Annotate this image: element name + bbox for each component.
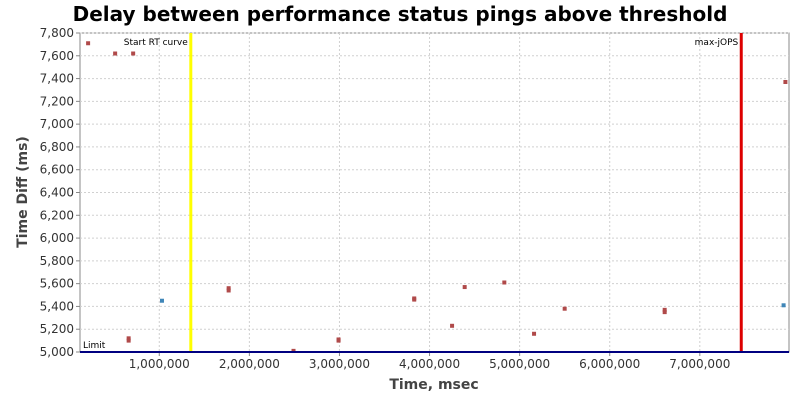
data-point (781, 303, 786, 308)
data-point (131, 51, 136, 56)
data-point (462, 285, 467, 290)
y-tick-label: 7,200 (40, 94, 74, 108)
data-point (226, 286, 231, 291)
y-tick-label: 7,800 (40, 26, 74, 40)
plot-area (79, 32, 790, 353)
data-point (412, 297, 417, 302)
x-tick-label: 7,000,000 (669, 357, 730, 371)
y-tick-label: 6,400 (40, 186, 74, 200)
data-point (783, 79, 788, 84)
y-tick-label: 6,200 (40, 208, 74, 222)
marker-label: Start RT curve (124, 38, 188, 48)
y-tick-label: 6,000 (40, 231, 74, 245)
data-point (86, 41, 91, 46)
limit-line-group: Limit (80, 341, 789, 353)
data-point (336, 338, 341, 343)
data-point (113, 51, 118, 56)
y-tick-label: 6,800 (40, 140, 74, 154)
y-tick-label: 5,800 (40, 254, 74, 268)
data-point (450, 323, 455, 328)
y-tick-label: 7,600 (40, 49, 74, 63)
data-point (126, 336, 131, 341)
y-tick-label: 5,400 (40, 299, 74, 313)
x-tick-label: 5,000,000 (489, 357, 550, 371)
y-tick-label: 6,600 (40, 163, 74, 177)
limit-label: Limit (83, 341, 106, 351)
data-point (562, 306, 567, 311)
data-point (502, 280, 507, 285)
y-tick-label: 5,000 (40, 345, 74, 359)
x-tick-label: 1,000,000 (129, 357, 190, 371)
data-point (662, 310, 667, 315)
y-tick-label: 5,600 (40, 277, 74, 291)
x-tick-label: 4,000,000 (399, 357, 460, 371)
x-tick-label: 3,000,000 (309, 357, 370, 371)
data-point (291, 348, 296, 353)
grid (80, 32, 789, 353)
data-point (226, 288, 231, 293)
chart-title: Delay between performance status pings a… (73, 2, 728, 26)
x-axis-title: Time, msec (389, 377, 478, 393)
y-axis-ticks: 5,000 5,200 5,400 5,600 5,800 6,000 6,200 6,400… (40, 26, 80, 359)
y-axis-title: Time Diff (ms) (15, 136, 31, 248)
data-point (126, 338, 131, 343)
y-tick-label: 7,400 (40, 72, 74, 86)
x-tick-label: 6,000,000 (579, 357, 640, 371)
marker-label: max-jOPS (695, 38, 739, 48)
x-tick-label: 2,000,000 (219, 357, 280, 371)
data-point (532, 331, 537, 336)
data-point (159, 298, 164, 303)
data-points (86, 41, 788, 353)
y-tick-label: 5,200 (40, 322, 74, 336)
vertical-markers: Start RT curve max-jOPS (124, 33, 743, 352)
y-tick-label: 7,000 (40, 117, 74, 131)
data-point (662, 307, 667, 312)
